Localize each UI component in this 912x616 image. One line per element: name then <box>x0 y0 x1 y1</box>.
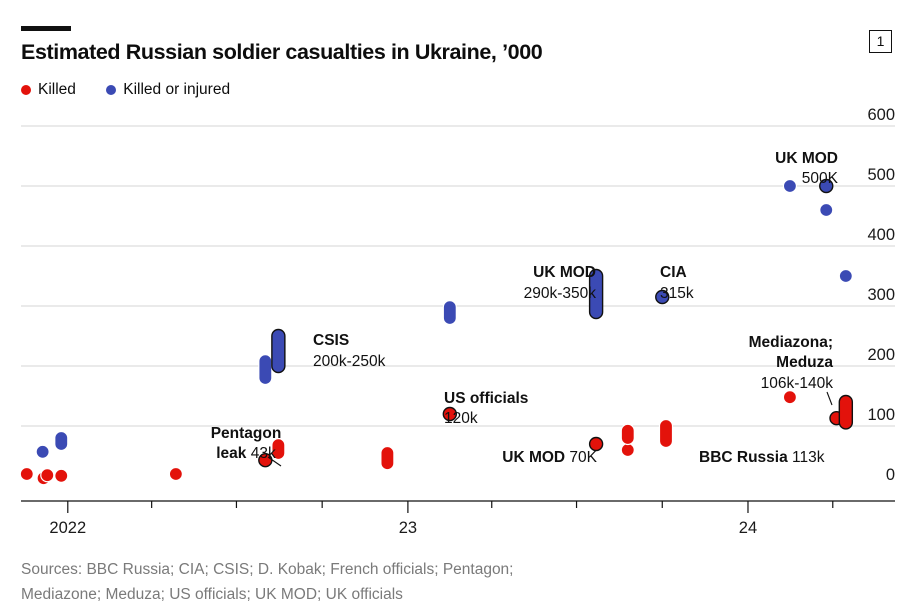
annotation-source: Meduza <box>776 354 833 371</box>
annotation-source: UK MOD <box>502 449 565 466</box>
y-tick-label: 300 <box>867 286 895 304</box>
killed-point-range <box>380 445 395 471</box>
killed-or-injured-point <box>782 178 798 194</box>
annotation-value: 500K <box>802 170 839 187</box>
x-tick-label: 23 <box>399 519 417 537</box>
annotation-label: CIA <box>660 264 687 281</box>
killed-point-range <box>838 394 854 430</box>
annotation-label: 315k <box>660 285 694 302</box>
x-tick-label: 24 <box>739 519 757 537</box>
annotation-leader <box>826 391 833 406</box>
annotation-label: Mediazona; <box>749 334 833 351</box>
y-tick-label: 200 <box>867 346 895 364</box>
annotation-label: UK MOD <box>533 264 596 281</box>
annotation-label: Pentagon <box>211 425 282 442</box>
annotation-label: 500K <box>802 170 839 187</box>
sources-note: Sources: BBC Russia; CIA; CSIS; D. Kobak… <box>21 557 621 607</box>
killed-or-injured-point <box>35 444 50 459</box>
killed-point-range <box>620 423 635 446</box>
killed-or-injured-point-range <box>54 430 69 452</box>
y-tick-label: 400 <box>867 226 895 244</box>
annotation-source: UK MOD <box>775 150 838 167</box>
annotation-label: leak 43k <box>216 445 276 462</box>
killed-point <box>782 390 798 405</box>
annotation-label: 120k <box>444 410 478 427</box>
annotation-source: UK MOD <box>533 264 596 281</box>
annotation-value: 315k <box>660 285 694 302</box>
killed-point <box>40 468 55 483</box>
annotation-source: CIA <box>660 264 687 281</box>
killed-point <box>54 468 69 483</box>
annotation-value: 113k <box>788 449 825 466</box>
annotation-leader <box>267 456 282 467</box>
legend: Killed Killed or injured <box>21 81 256 100</box>
legend-label-killed-or-injured: Killed or injured <box>123 81 231 98</box>
annotation-source: BBC Russia <box>699 449 788 466</box>
annotation-label: UK MOD 70K <box>502 449 597 466</box>
annotation-value: 106k-140k <box>761 375 834 392</box>
annotation-value: 290k-350k <box>524 285 597 302</box>
killed-point-range <box>271 438 286 461</box>
annotation-label: 200k-250k <box>313 353 386 370</box>
x-tick-label: 2022 <box>49 519 86 537</box>
y-tick-label: 500 <box>867 166 895 184</box>
annotation-label: 290k-350k <box>524 285 597 302</box>
killed-or-injured-point <box>655 289 670 305</box>
annotation-source: US officials <box>444 390 528 407</box>
killed-or-injured-point-range <box>588 268 604 320</box>
annotation-source: Pentagon <box>211 425 282 442</box>
killed-point <box>620 442 635 458</box>
annotation-source: Mediazona; <box>749 334 833 351</box>
legend-item-killed: Killed <box>21 81 76 99</box>
legend-item-killed-or-injured: Killed or injured <box>106 81 230 99</box>
annotation-label: BBC Russia 113k <box>699 449 825 466</box>
annotation-source: CSIS <box>313 332 349 349</box>
figure-number-badge: 1 <box>869 30 892 53</box>
annotation-value: 200k-250k <box>313 353 386 370</box>
legend-label-killed: Killed <box>38 81 76 98</box>
annotation-value: 120k <box>444 410 478 427</box>
annotation-label: 106k-140k <box>761 375 834 392</box>
chart-title: Estimated Russian soldier casualties in … <box>21 40 543 64</box>
top-rule <box>21 26 71 31</box>
scatter-chart: 0 100 200 300 400 500 600 2022 23 24 Pentagon leak … <box>19 106 895 537</box>
sources-line-2: Mediazone; Meduza; US officials; UK MOD;… <box>21 586 403 603</box>
killed-or-injured-point-range <box>271 328 286 374</box>
annotation-value: 70K <box>565 449 598 466</box>
killed-point-range <box>658 418 674 449</box>
killed-or-injured-point <box>838 268 853 284</box>
annotation-label: US officials <box>444 390 528 407</box>
annotation-label: Meduza <box>776 354 833 371</box>
killed-or-injured-point <box>819 178 834 194</box>
killed-point <box>168 466 183 482</box>
killed-or-injured-point-range <box>258 354 273 386</box>
killed-point <box>442 406 458 422</box>
killed-point <box>19 466 34 482</box>
annotation-label: UK MOD <box>775 150 838 167</box>
annotation-label: CSIS <box>313 332 349 349</box>
killed-point <box>588 436 604 452</box>
y-tick-label: 100 <box>867 406 895 424</box>
y-tick-label: 600 <box>867 106 895 124</box>
legend-swatch-killed <box>21 85 31 95</box>
killed-or-injured-point-range <box>442 300 457 326</box>
legend-swatch-killed-or-injured <box>106 85 117 95</box>
sources-line-1: Sources: BBC Russia; CIA; CSIS; D. Kobak… <box>21 561 514 578</box>
killed-or-injured-point <box>819 202 834 218</box>
y-tick-label: 0 <box>886 466 895 484</box>
annotation-source: leak <box>216 445 247 462</box>
